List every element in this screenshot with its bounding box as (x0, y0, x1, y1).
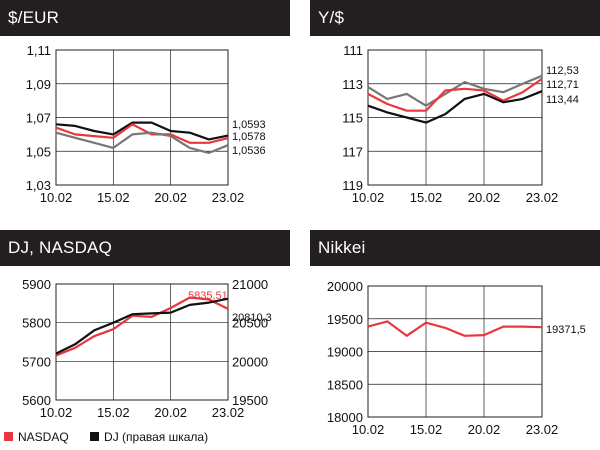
series-end-label: 1,0536 (232, 145, 266, 157)
y-tick-label: 1,07 (26, 111, 51, 126)
y-tick-label: 5700 (22, 354, 51, 369)
usd-eur-panel: $/EUR 10.02 15.02 20.02 23.02 1,11 1,09 1,07 1,… (0, 0, 290, 220)
x-tick-label: 10.02 (40, 190, 73, 205)
y-tick-label: 19500 (327, 312, 363, 327)
y-tick-label: 117 (342, 144, 363, 159)
series-end-label: 5835,51 (188, 290, 228, 302)
x-tick-label: 15.02 (410, 422, 443, 437)
panel-title: Nikkei (310, 230, 600, 266)
legend-swatch-nasdaq (4, 432, 13, 442)
y2-tick-label: 21000 (232, 277, 268, 292)
y2-tick-label: 19500 (232, 393, 268, 408)
x-tick-label: 10.02 (40, 405, 73, 420)
series-line (367, 320, 543, 337)
legend-swatch-dj (90, 432, 100, 442)
y-tick-label: 19000 (327, 345, 363, 360)
series-line (55, 297, 229, 355)
y-tick-label: 18500 (327, 377, 363, 392)
series-line (55, 296, 229, 357)
series-end-label: 1,0593 (232, 119, 266, 131)
legend-label-nasdaq: NASDAQ (18, 430, 69, 444)
series-line (55, 121, 229, 141)
panel-title: DJ, NASDAQ (0, 230, 290, 266)
series-line (367, 90, 543, 124)
y-tick-label: 1,09 (26, 77, 51, 92)
x-tick-label: 15.02 (410, 190, 443, 205)
y-tick-label: 111 (343, 43, 363, 58)
series-line (55, 123, 229, 144)
x-tick-label: 23.02 (526, 422, 559, 437)
series-end-label: 113,44 (546, 94, 579, 106)
series-end-label: 19371,5 (546, 324, 586, 336)
y-tick-label: 1,03 (26, 178, 51, 193)
x-tick-label: 20.02 (154, 190, 187, 205)
y-tick-label: 18000 (327, 410, 363, 425)
legend-item-nasdaq: NASDAQ (0, 426, 69, 448)
y-tick-label: 1,05 (26, 144, 51, 159)
x-tick-label: 23.02 (212, 405, 245, 420)
legend-label-dj: DJ (правая шкала) (104, 430, 209, 444)
y2-tick-label: 20500 (232, 316, 268, 331)
y-tick-label: 5600 (22, 393, 51, 408)
x-tick-label: 20.02 (154, 405, 187, 420)
legend: NASDAQ DJ (правая шкала) (0, 426, 300, 448)
x-tick-label: 10.02 (352, 422, 385, 437)
series-line (367, 77, 543, 112)
plot-frame (55, 283, 229, 401)
x-tick-label: 10.02 (352, 190, 385, 205)
series-end-label: 1,0578 (232, 131, 266, 143)
x-tick-label: 20.02 (468, 422, 501, 437)
jpy-usd-panel: Y/$ 10.02 15.02 20.02 23.02 111 113 115 117 119 1… (310, 0, 600, 220)
y-tick-label: 113 (342, 77, 363, 92)
x-tick-label: 20.02 (468, 190, 501, 205)
series-line (55, 131, 229, 154)
x-tick-label: 23.02 (526, 190, 559, 205)
series-end-label: 112,71 (546, 79, 579, 91)
series-end-label: 112,53 (546, 65, 579, 77)
panel-title: Y/$ (310, 0, 600, 36)
x-tick-label: 15.02 (97, 190, 130, 205)
usd-eur-chart: 10.02 15.02 20.02 23.02 1,11 1,09 1,07 1,05 1,03… (26, 43, 266, 205)
y-tick-label: 5900 (22, 277, 51, 292)
y2-tick-label: 20000 (232, 354, 268, 369)
legend-item-dj: DJ (правая шкала) (86, 426, 208, 448)
panel-title: $/EUR (0, 0, 290, 36)
x-tick-label: 23.02 (212, 190, 245, 205)
x-tick-label: 15.02 (97, 405, 130, 420)
y-tick-label: 1,11 (27, 43, 51, 58)
nikkei-chart: 10.02 15.02 20.02 23.02 20000 19500 19000 18500… (327, 279, 586, 437)
dj-nasdaq-panel: DJ, NASDAQ 10.02 15.02 20.02 23.02 5900 5800 5… (0, 230, 290, 450)
y-tick-label: 115 (342, 111, 363, 126)
y-tick-label: 5800 (22, 316, 51, 331)
nikkei-panel: Nikkei 10.02 15.02 20.02 23.02 20000 19500 190… (310, 230, 600, 450)
jpy-usd-chart: 10.02 15.02 20.02 23.02 111 113 115 117 119 112,5… (342, 43, 579, 205)
y-tick-label: 20000 (327, 279, 363, 294)
series-end-label: 20810,3 (232, 312, 272, 324)
y-tick-label: 119 (342, 178, 363, 193)
dj-nasdaq-chart: 10.02 15.02 20.02 23.02 5900 5800 5700 5600 2100… (22, 277, 272, 420)
series-line (367, 74, 543, 107)
